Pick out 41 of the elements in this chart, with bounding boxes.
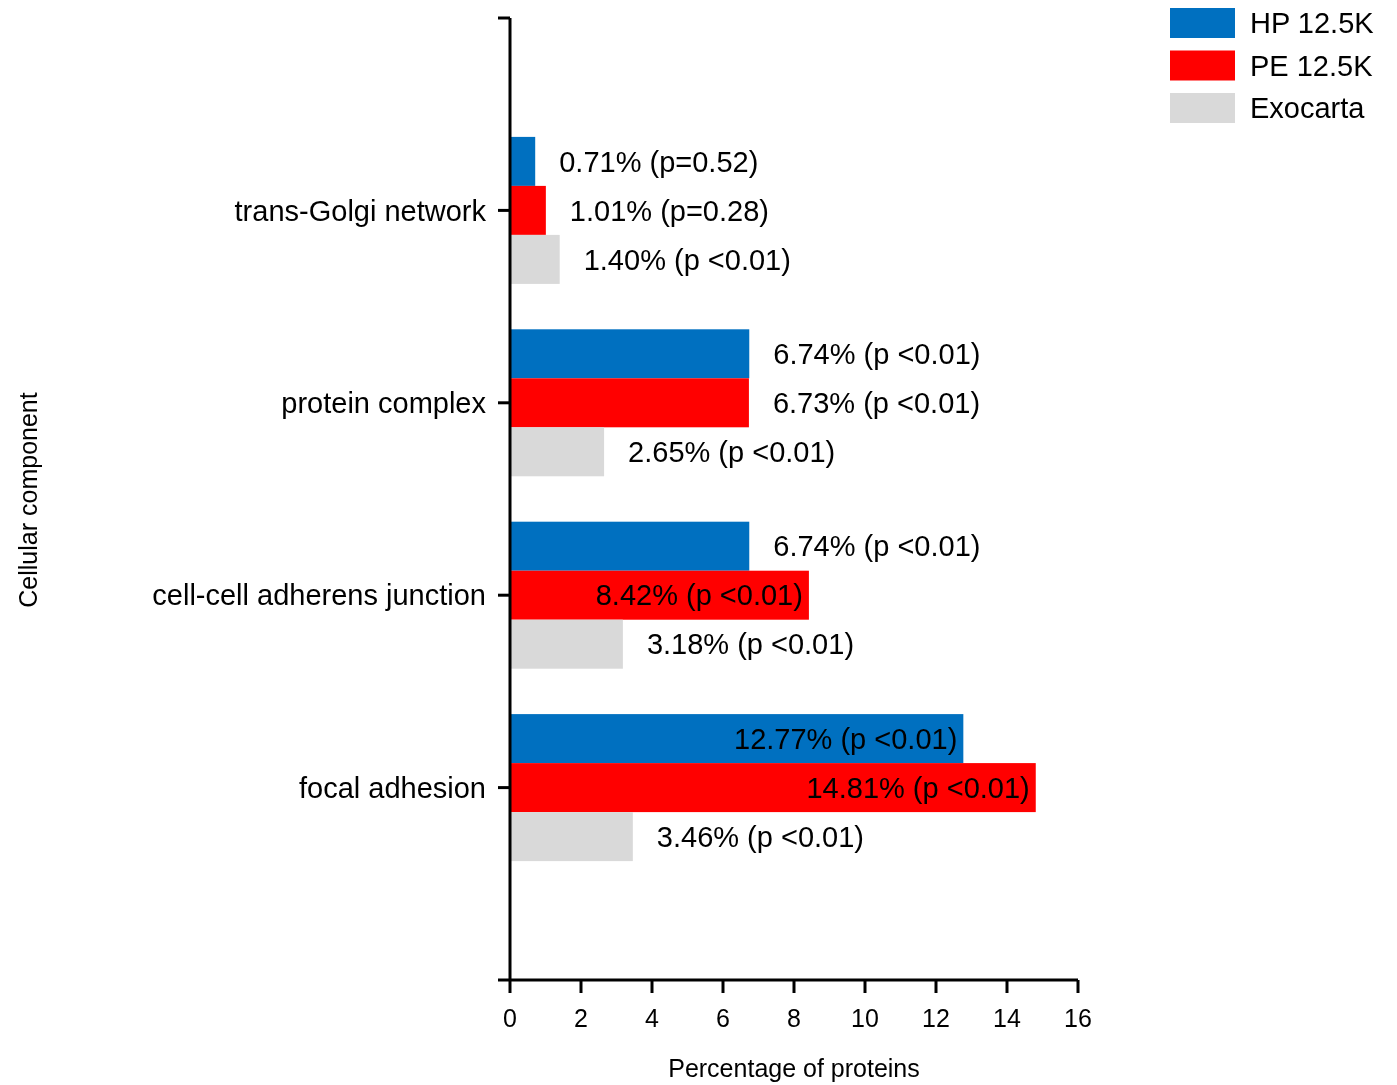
y-tick-label: focal adhesion bbox=[298, 771, 486, 804]
y-axis-title: Cellular component bbox=[13, 392, 42, 608]
y-tick-label: protein complex bbox=[281, 386, 487, 419]
data-label: 0.71% (p=0.52) bbox=[559, 145, 759, 178]
data-label: 6.74% (p <0.01) bbox=[773, 337, 981, 370]
data-label: 2.65% (p <0.01) bbox=[628, 435, 836, 468]
legend-label: PE 12.5K bbox=[1250, 49, 1374, 82]
data-label: 12.77% (p <0.01) bbox=[734, 722, 958, 755]
x-tick-label: 6 bbox=[716, 1003, 730, 1032]
y-tick-label: cell-cell adherens junction bbox=[152, 579, 486, 612]
bar bbox=[510, 378, 749, 428]
data-label: 14.81% (p <0.01) bbox=[806, 771, 1030, 804]
x-tick-label: 12 bbox=[922, 1003, 950, 1032]
bar bbox=[510, 234, 560, 284]
data-label: 3.18% (p <0.01) bbox=[646, 628, 855, 661]
data-label: 6.73% (p <0.01) bbox=[772, 386, 981, 419]
bar bbox=[510, 812, 633, 862]
x-tick-label: 2 bbox=[574, 1003, 588, 1032]
x-tick-label: 8 bbox=[787, 1003, 801, 1032]
legend-label: Exocarta bbox=[1250, 92, 1366, 125]
x-tick-label: 16 bbox=[1064, 1003, 1092, 1032]
bar bbox=[510, 427, 605, 477]
data-label: 6.74% (p <0.01) bbox=[773, 530, 981, 563]
bar bbox=[510, 763, 1036, 813]
data-label: 1.01% (p=0.28) bbox=[569, 194, 769, 227]
legend-label: HP 12.5K bbox=[1250, 7, 1375, 40]
y-tick-label: trans-Golgi network bbox=[234, 194, 487, 227]
bar bbox=[510, 714, 964, 764]
bar bbox=[510, 185, 546, 235]
x-axis-title: Percentage of proteins bbox=[668, 1053, 920, 1082]
x-tick-label: 0 bbox=[503, 1003, 517, 1032]
bar bbox=[510, 136, 536, 186]
bar bbox=[510, 619, 623, 669]
bar bbox=[510, 521, 750, 571]
data-label: 1.40% (p <0.01) bbox=[583, 243, 791, 276]
data-label: 3.46% (p <0.01) bbox=[656, 820, 864, 853]
data-label: 8.42% (p <0.01) bbox=[595, 579, 803, 612]
x-tick-label: 4 bbox=[645, 1003, 660, 1032]
bar bbox=[510, 329, 750, 379]
x-tick-label: 14 bbox=[993, 1003, 1021, 1032]
x-tick-label: 10 bbox=[851, 1003, 879, 1032]
